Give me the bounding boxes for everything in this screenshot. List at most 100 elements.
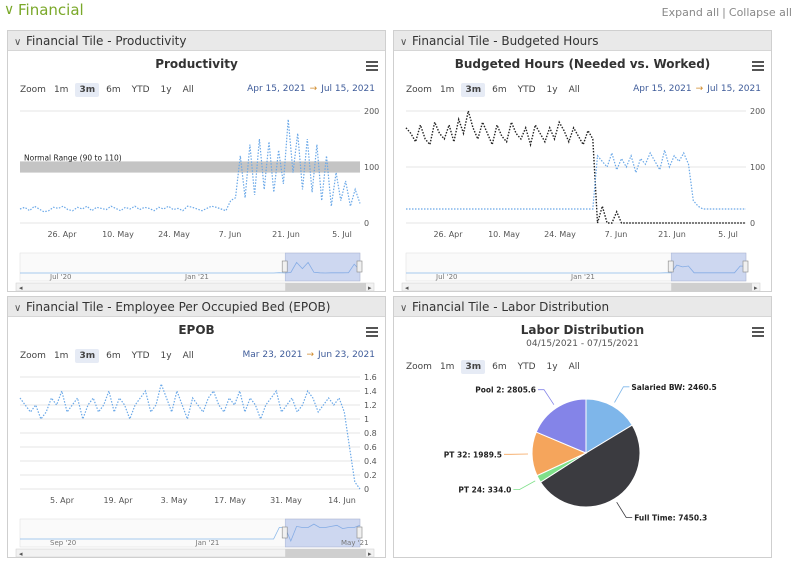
range-to-input[interactable]: Jul 15, 2021 <box>321 84 375 94</box>
pie-slice <box>585 398 633 454</box>
productivity-chart: 0 100 200 Normal Range (90 to 110) 26. Apr 10… <box>15 107 379 291</box>
zoom-button-selected[interactable]: 3m <box>75 83 100 97</box>
range-arrow: → <box>306 350 314 360</box>
section-title[interactable]: Financial <box>18 1 84 19</box>
navigator-label: Jan '21 <box>195 539 220 547</box>
pie-slice <box>535 398 587 454</box>
epob-chart: 0 0.2 0.4 0.6 0.8 1 1.2 1.4 1.6 5. Apr 19. Apr 3. M… <box>15 373 377 557</box>
y-tick-label: 1.4 <box>364 387 377 396</box>
range-from-input[interactable]: Mar 23, 2021 <box>242 350 303 360</box>
scrollbar-thumb <box>285 549 366 557</box>
zoom-button[interactable]: All <box>568 362 580 372</box>
x-tick-label: 31. May <box>270 496 302 505</box>
zoom-label: Zoom <box>406 85 432 95</box>
zoom-button[interactable]: 6m <box>492 362 507 372</box>
zoom-button[interactable]: YTD <box>517 85 536 95</box>
chart-menu-icon[interactable] <box>752 327 764 337</box>
zoom-button[interactable]: 1m <box>439 362 455 372</box>
navigator-handle <box>356 260 363 273</box>
tile-header[interactable]: ∨ Financial Tile - Employee Per Occupied … <box>8 297 385 317</box>
zoom-button[interactable]: 1y <box>546 362 558 372</box>
range-to-input[interactable]: Jun 23, 2021 <box>317 350 375 360</box>
x-tick-label: 24. May <box>158 230 190 239</box>
y-tick-label: 0.2 <box>364 471 377 480</box>
chevron-down-icon[interactable]: ∨ <box>400 37 408 48</box>
chevron-down-icon[interactable]: ∨ <box>4 2 15 18</box>
tile-budgeted-hours: ∨ Financial Tile - Budgeted Hours Budgete… <box>393 30 772 292</box>
pie-data-label: Full Time: 7450.3 <box>634 514 707 523</box>
chevron-down-icon[interactable]: ∨ <box>14 37 22 48</box>
chart-menu-icon[interactable] <box>752 61 764 71</box>
date-range: Mar 23, 2021 → Jun 23, 2021 <box>243 350 375 360</box>
navigator-selection <box>284 252 361 282</box>
scrollbar-thumb <box>285 283 366 291</box>
zoom-button[interactable]: YTD <box>131 85 150 95</box>
y-tick-label: 200 <box>750 107 765 116</box>
zoom-button[interactable]: YTD <box>517 362 536 372</box>
range-arrow: → <box>309 84 318 94</box>
range-to-input[interactable]: Jul 15, 2021 <box>707 84 761 94</box>
y-tick-label: 0 <box>364 219 369 228</box>
tile-labor-distribution: ∨ Financial Tile - Labor Distribution Lab… <box>393 296 772 558</box>
zoom-row: Zoom 1m 3m 6m YTD 1y All <box>406 360 587 374</box>
navigator-handle <box>356 526 363 539</box>
navigator <box>19 518 361 548</box>
y-tick-label: 0.4 <box>364 457 377 466</box>
budgeted-hours-chart: 0 100 200 26. Apr 10. May 24. May 7. Jun 21. Ju… <box>401 107 765 291</box>
range-from-input[interactable]: Apr 15, 2021 <box>247 84 306 94</box>
zoom-button[interactable]: 1y <box>160 85 172 95</box>
chevron-down-icon[interactable]: ∨ <box>14 303 22 314</box>
scrollbar-track <box>401 282 761 291</box>
zoom-button-selected[interactable]: 3m <box>75 349 100 363</box>
chart-menu-icon[interactable] <box>366 61 378 71</box>
x-tick-label: 14. Jun <box>328 496 356 505</box>
scroll-left-icon: ◂ <box>19 284 23 291</box>
zoom-button[interactable]: 1m <box>439 85 455 95</box>
zoom-button[interactable]: 1y <box>546 85 558 95</box>
x-tick-label: 10. May <box>488 230 520 239</box>
zoom-button[interactable]: 6m <box>492 85 507 95</box>
zoom-button[interactable]: 1m <box>53 351 69 361</box>
zoom-button[interactable]: 6m <box>106 85 121 95</box>
zoom-button[interactable]: 1y <box>160 351 172 361</box>
range-arrow: → <box>695 84 704 94</box>
series-line <box>19 119 361 213</box>
tile-header[interactable]: ∨ Financial Tile - Budgeted Hours <box>394 31 771 51</box>
scroll-right-icon: ▸ <box>368 550 372 557</box>
range-from-input[interactable]: Apr 15, 2021 <box>633 84 692 94</box>
series-line <box>406 147 746 210</box>
navigator-label: Jul '20 <box>435 273 458 281</box>
zoom-button[interactable]: 1m <box>53 85 69 95</box>
zoom-button[interactable]: All <box>568 85 580 95</box>
y-tick-label: 0.6 <box>364 443 377 452</box>
navigator-selection <box>670 252 747 282</box>
expand-all-link[interactable]: Expand all <box>661 6 720 19</box>
zoom-row: Zoom 1m 3m 6m YTD 1y All <box>20 349 201 363</box>
chart-subtitle: 04/15/2021 - 07/15/2021 <box>526 339 639 349</box>
zoom-button[interactable]: All <box>182 351 194 361</box>
pie-slice <box>539 424 641 508</box>
zoom-button[interactable]: YTD <box>131 351 150 361</box>
zoom-label: Zoom <box>20 85 46 95</box>
zoom-button[interactable]: 6m <box>106 351 121 361</box>
zoom-button-selected[interactable]: 3m <box>461 83 486 97</box>
zoom-button-selected[interactable]: 3m <box>461 360 486 374</box>
plot-band-label: Normal Range (90 to 110) <box>24 153 122 162</box>
collapse-all-link[interactable]: Collapse all <box>728 6 792 19</box>
series-line <box>405 110 746 224</box>
x-tick-label: 5. Jul <box>718 230 738 239</box>
navigator-handle <box>742 260 749 273</box>
navigator-series <box>20 523 361 543</box>
tile-header-label: Financial Tile - Budgeted Hours <box>412 34 599 48</box>
pie-connector <box>614 386 630 403</box>
navigator-handle <box>281 526 288 539</box>
series-line <box>19 381 361 490</box>
y-tick-label: 0.8 <box>364 429 377 438</box>
chart-menu-icon[interactable] <box>366 327 378 337</box>
navigator-label: Sep '20 <box>50 539 76 547</box>
tile-epob: ∨ Financial Tile - Employee Per Occupied … <box>7 296 386 558</box>
tile-header[interactable]: ∨ Financial Tile - Productivity <box>8 31 385 51</box>
chevron-down-icon[interactable]: ∨ <box>400 303 408 314</box>
tile-header[interactable]: ∨ Financial Tile - Labor Distribution <box>394 297 771 317</box>
zoom-button[interactable]: All <box>182 85 194 95</box>
